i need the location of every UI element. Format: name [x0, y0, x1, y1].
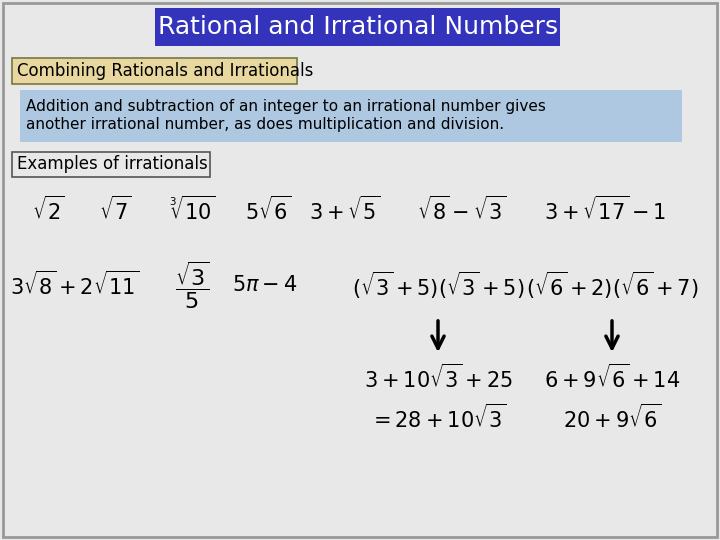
Text: Examples of irrationals: Examples of irrationals [17, 155, 208, 173]
Text: $\sqrt{8}-\sqrt{3}$: $\sqrt{8}-\sqrt{3}$ [418, 196, 507, 224]
Text: Combining Rationals and Irrationals: Combining Rationals and Irrationals [17, 62, 313, 80]
Bar [20, 90, 682, 142]
Text: $(\sqrt{3}+5)(\sqrt{3}+5)$: $(\sqrt{3}+5)(\sqrt{3}+5)$ [352, 269, 524, 301]
Text: another irrational number, as does multiplication and division.: another irrational number, as does multi… [26, 117, 504, 132]
Text: $3+10\sqrt{3}+25$: $3+10\sqrt{3}+25$ [364, 364, 513, 392]
Text: $5\sqrt{6}$: $5\sqrt{6}$ [245, 196, 291, 224]
Text: $\dfrac{\sqrt{3}}{5}$: $\dfrac{\sqrt{3}}{5}$ [175, 259, 210, 310]
Text: $5\pi-4$: $5\pi-4$ [233, 275, 298, 295]
Bar [12, 58, 297, 84]
Text: $\sqrt[3]{10}$: $\sqrt[3]{10}$ [168, 196, 215, 224]
Text: $3+\sqrt{5}$: $3+\sqrt{5}$ [309, 196, 381, 224]
Text: $20+9\sqrt{6}$: $20+9\sqrt{6}$ [563, 404, 661, 432]
Text: $6+9\sqrt{6}+14$: $6+9\sqrt{6}+14$ [544, 364, 680, 392]
Text: $\sqrt{2}$: $\sqrt{2}$ [32, 196, 65, 224]
Bar [12, 152, 210, 177]
Text: $3\sqrt{8}+2\sqrt{11}$: $3\sqrt{8}+2\sqrt{11}$ [10, 271, 140, 299]
Bar [155, 8, 560, 46]
Text: Rational and Irrational Numbers: Rational and Irrational Numbers [158, 15, 558, 39]
Text: $=28+10\sqrt{3}$: $=28+10\sqrt{3}$ [369, 404, 507, 432]
Text: $3+\sqrt{17}-1$: $3+\sqrt{17}-1$ [544, 196, 666, 224]
Text: Addition and subtraction of an integer to an irrational number gives: Addition and subtraction of an integer t… [26, 98, 546, 113]
Text: $(\sqrt{6}+2)(\sqrt{6}+7)$: $(\sqrt{6}+2)(\sqrt{6}+7)$ [526, 269, 698, 301]
Text: $\sqrt{7}$: $\sqrt{7}$ [99, 196, 132, 224]
